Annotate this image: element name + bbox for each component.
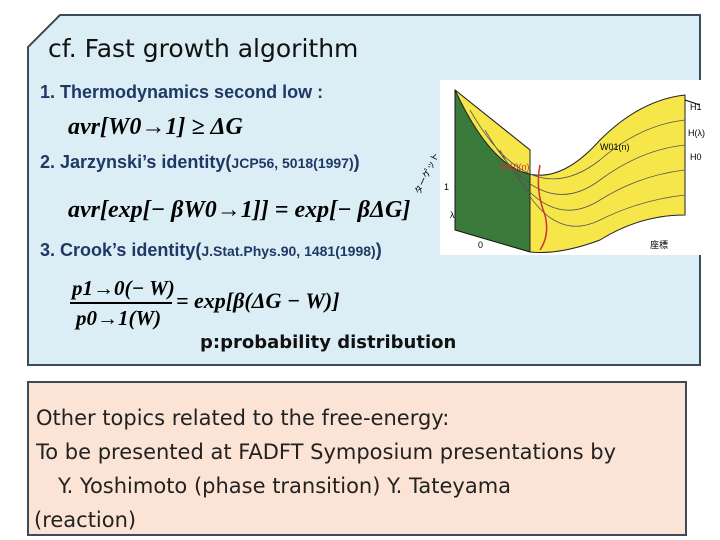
figure-label: 1 [444,182,449,192]
bottom-box [27,381,687,536]
figure-label: ターゲット [412,150,441,195]
figure [440,80,710,255]
figure-label: H1 [690,102,702,112]
fraction-bar [70,302,172,304]
formula: avr[W0→1] ≥ ΔG [68,114,243,140]
paren: ) [375,240,382,260]
title: cf. Fast growth algorithm [48,34,359,63]
bottom-line: (reaction) [34,508,137,532]
item-label: 2. Jarzynski’s identity( [40,152,232,172]
item-label: 2. Jarzynski’s identity(JCP56, 5018(1997… [40,152,360,173]
figure-label: 座標 [650,239,668,250]
bottom-line: Other topics related to the free-energy: [36,406,450,430]
note: p:probability distribution [200,332,457,353]
surface-lines [469,109,686,227]
item-label: 3. Crook’s identity(J.Stat.Phys.90, 1481… [40,240,382,261]
reference: J.Stat.Phys.90, 1481(1998) [201,243,376,259]
figure-label: W01(n) [600,142,630,152]
formula: avr[exp[− βW0→1]] = exp[− βΔG] [68,197,411,223]
pointer [684,99,701,106]
bottom-line: To be presented at FADFT Symposium prese… [36,440,617,464]
surface [454,89,686,253]
formula: = exp[β(ΔG − W)] [176,288,340,313]
item-label: 1. Thermodynamics second low : [40,82,324,102]
figure-label: λ [450,210,455,220]
reference: JCP56, 5018(1997) [231,155,354,171]
numerator: p1→0(− W) [72,276,175,300]
figure-label: H0 [690,152,702,162]
figure-label: W10(n) [500,162,530,172]
paren: ) [353,152,360,172]
figure-label: 0 [478,240,483,250]
bottom-line: Y. Yoshimoto (phase transition) Y. Tatey… [58,474,512,498]
denominator: p0→1(W) [76,306,162,330]
figure-label: H(λ) [688,128,705,138]
item-label: 3. Crook’s identity( [40,240,202,260]
path-curve [537,164,548,251]
